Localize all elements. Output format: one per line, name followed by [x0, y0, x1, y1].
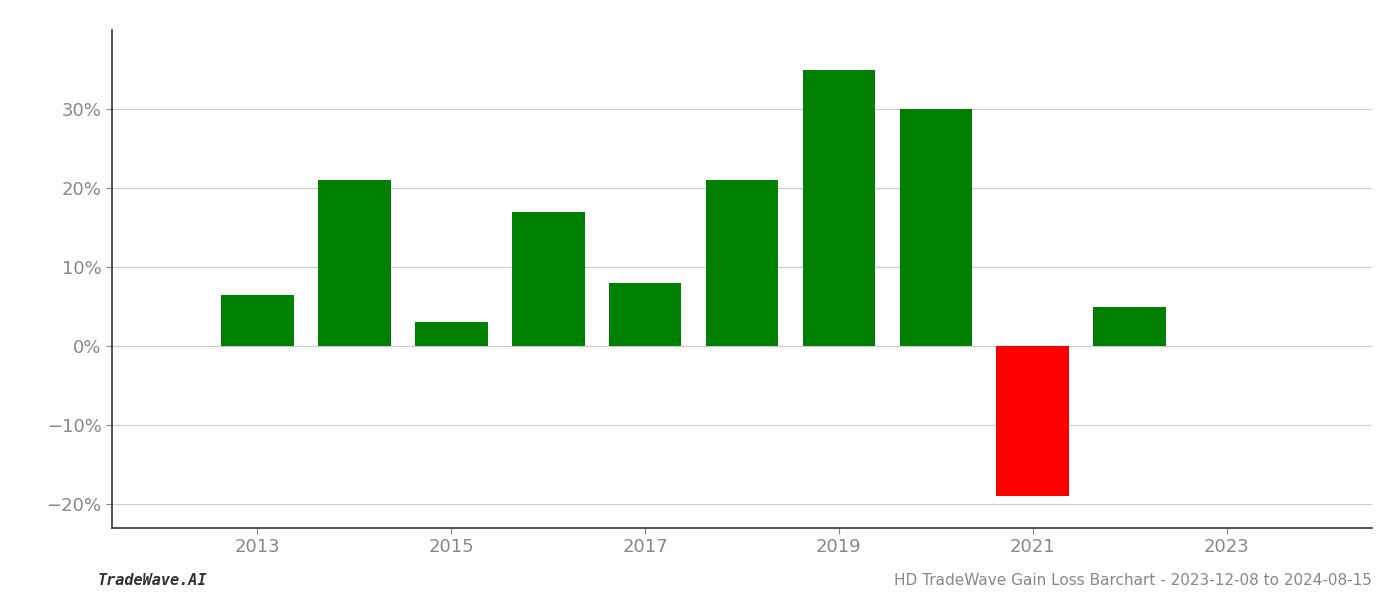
Bar	[1093, 307, 1166, 346]
Bar	[414, 322, 487, 346]
Bar	[512, 212, 585, 346]
Bar	[221, 295, 294, 346]
Bar	[318, 180, 391, 346]
Text: HD TradeWave Gain Loss Barchart - 2023-12-08 to 2024-08-15: HD TradeWave Gain Loss Barchart - 2023-1…	[895, 573, 1372, 588]
Bar	[609, 283, 682, 346]
Bar	[802, 70, 875, 346]
Text: TradeWave.AI: TradeWave.AI	[98, 573, 207, 588]
Bar	[706, 180, 778, 346]
Bar	[997, 346, 1070, 496]
Bar	[900, 109, 972, 346]
